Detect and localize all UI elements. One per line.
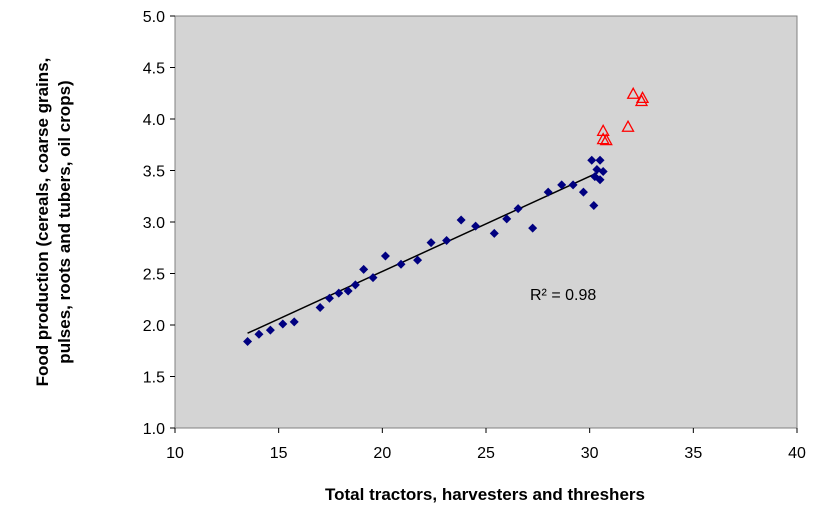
point	[621, 119, 635, 132]
point	[568, 180, 578, 190]
y-tick-label: 1.5	[143, 370, 165, 387]
y-axis-label: pulses, roots and tubers, oil crops)	[55, 80, 74, 363]
y-tick-label: 2.0	[143, 318, 165, 335]
point	[380, 251, 390, 261]
plot-area	[174, 15, 798, 429]
point	[243, 336, 253, 346]
point	[413, 255, 423, 265]
point	[528, 223, 538, 233]
x-tick-label: 10	[166, 445, 184, 462]
point	[489, 228, 499, 238]
point	[626, 86, 640, 99]
point	[502, 214, 512, 224]
point	[368, 273, 378, 283]
point	[315, 302, 325, 312]
y-tick-label: 5.0	[143, 9, 165, 26]
point	[254, 329, 264, 339]
point	[595, 175, 605, 185]
x-tick-label: 15	[270, 445, 288, 462]
point	[343, 286, 353, 296]
point	[596, 124, 610, 137]
point	[587, 155, 597, 165]
point	[324, 293, 334, 303]
x-tick-label: 35	[684, 445, 702, 462]
x-tick-label: 25	[477, 445, 495, 462]
point	[350, 280, 360, 290]
x-tick-label: 40	[788, 445, 806, 462]
point	[595, 155, 605, 165]
point	[471, 221, 481, 231]
point	[396, 259, 406, 269]
y-tick-label: 2.5	[143, 267, 165, 284]
point	[598, 167, 608, 177]
point	[278, 319, 288, 329]
y-tick-label: 4.0	[143, 112, 165, 129]
point	[578, 187, 588, 197]
point	[289, 317, 299, 327]
point	[265, 325, 275, 335]
y-tick-label: 4.5	[143, 61, 165, 78]
point	[456, 215, 466, 225]
point	[426, 238, 436, 248]
x-tick-label: 20	[373, 445, 391, 462]
point	[513, 204, 523, 214]
annotation: R² = 0.98	[530, 287, 596, 304]
x-tick-label: 30	[581, 445, 599, 462]
point	[557, 180, 567, 190]
point	[334, 288, 344, 298]
point	[596, 132, 610, 145]
point	[599, 133, 613, 146]
x-axis-label: Total tractors, harvesters and threshers	[325, 485, 645, 504]
y-tick-label: 3.0	[143, 215, 165, 232]
trendline	[247, 171, 599, 334]
point	[635, 91, 650, 104]
point	[359, 264, 369, 274]
y-tick-label: 1.0	[143, 421, 165, 438]
point	[543, 187, 553, 197]
point	[589, 201, 599, 211]
y-tick-label: 3.5	[143, 164, 165, 181]
y-axis-label: Food production (cereals, coarse grains,	[33, 58, 52, 387]
point	[442, 236, 452, 246]
